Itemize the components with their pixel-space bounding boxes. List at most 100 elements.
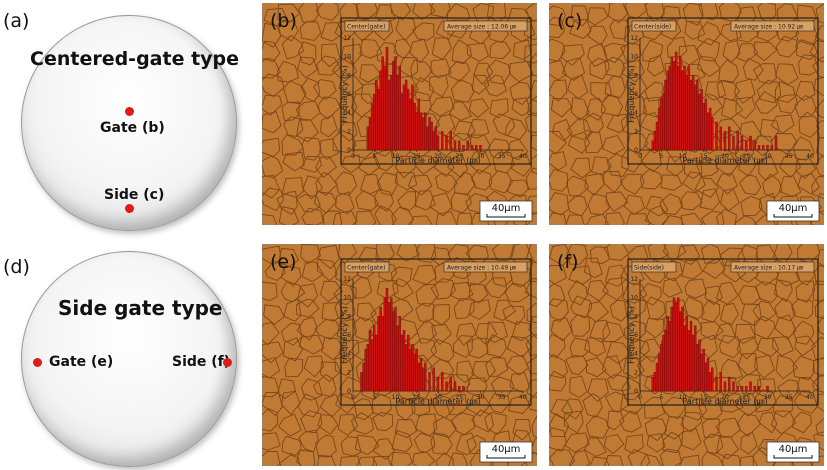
- histogram-bar: [689, 79, 693, 151]
- y-tick-label: 0: [347, 147, 351, 154]
- histogram-bar: [375, 79, 378, 151]
- histogram-bar: [711, 367, 714, 392]
- scale-bar-box: [479, 200, 533, 222]
- histogram-frame: [627, 17, 819, 165]
- histogram-bar: [366, 126, 370, 151]
- gate-label-b: Gate (b): [100, 120, 165, 136]
- histogram-bar: [370, 339, 374, 392]
- scale-bar-label: 40μm: [779, 444, 808, 455]
- histogram-bar: [445, 135, 448, 151]
- legend-label: Center(side): [634, 24, 671, 31]
- histogram-bar: [441, 131, 444, 151]
- histogram-bar: [653, 131, 657, 151]
- x-tick-label: 0: [638, 394, 642, 401]
- x-tick-label: 5: [372, 394, 376, 401]
- histogram-bar: [685, 316, 688, 392]
- histogram-bar: [655, 121, 659, 151]
- histogram-bar: [434, 126, 438, 151]
- gate-point-b: [125, 107, 134, 116]
- x-tick-label: 30: [764, 394, 772, 401]
- x-tick-label: 40: [519, 153, 527, 160]
- x-tick-label: 0: [351, 153, 355, 160]
- y-tick-label: 8: [634, 72, 638, 79]
- x-tick-label: 0: [351, 394, 355, 401]
- legend-label: Center(gate): [347, 24, 385, 31]
- histogram-bar: [417, 362, 421, 392]
- histogram-bar: [668, 320, 671, 392]
- y-tick-label: 10: [343, 54, 351, 61]
- x-tick-label: 0: [638, 153, 642, 160]
- y-tick-label: 12: [630, 35, 638, 42]
- histogram-bar: [711, 117, 714, 151]
- panel-label-e: (e): [270, 251, 297, 273]
- histogram-bar: [732, 381, 735, 392]
- x-tick-label: 20: [721, 394, 729, 401]
- histogram-bar: [392, 61, 395, 151]
- average-size-label: Average size : 12.06 ㎛: [447, 24, 516, 32]
- histogram-bar: [436, 376, 440, 392]
- histogram-bar: [462, 386, 465, 392]
- histogram-bar: [774, 135, 778, 151]
- histogram-bar: [736, 131, 739, 151]
- histogram-bar: [383, 65, 387, 151]
- x-tick-label: 30: [477, 153, 485, 160]
- histogram-bar: [674, 51, 678, 151]
- x-tick-label: 10: [392, 153, 400, 160]
- histogram-bar: [421, 367, 425, 392]
- x-axis-label: Particle diameter (㎛): [682, 156, 767, 166]
- histogram-bar: [651, 140, 654, 151]
- scale-bar-box: [766, 441, 820, 463]
- average-size-box: [730, 261, 815, 273]
- y-tick-label: 10: [630, 54, 638, 61]
- average-size-box: [443, 261, 528, 273]
- x-tick-label: 35: [498, 153, 506, 160]
- histogram-bar: [381, 316, 384, 392]
- histogram-bar: [749, 381, 752, 392]
- histogram-bar: [466, 140, 469, 151]
- scale-bar-box: [766, 200, 820, 222]
- histogram-bar: [668, 65, 671, 151]
- y-axis-label: Frequency (%): [340, 306, 349, 364]
- histogram-bar: [470, 145, 474, 151]
- x-tick-label: 40: [519, 394, 527, 401]
- histogram-bar: [728, 376, 731, 392]
- histogram-bar: [394, 56, 397, 151]
- histogram-bar: [657, 107, 661, 151]
- y-tick-label: 12: [343, 35, 351, 42]
- histogram-bar: [700, 89, 703, 151]
- y-tick-label: 6: [347, 91, 351, 98]
- x-tick-label: 25: [455, 153, 463, 160]
- histogram-bar: [683, 65, 686, 151]
- histogram-bar: [679, 311, 682, 392]
- histogram-bar: [660, 344, 663, 392]
- histogram-bar: [381, 56, 384, 151]
- histogram-bar: [445, 381, 448, 392]
- histogram-bar: [740, 386, 744, 392]
- x-tick-label: 5: [659, 153, 663, 160]
- panel-label-a: (a): [3, 10, 30, 32]
- histogram-bar: [715, 121, 718, 151]
- y-tick-label: 2: [634, 128, 638, 135]
- histogram-bar: [745, 140, 748, 151]
- y-tick-label: 6: [634, 91, 638, 98]
- histogram-bar: [694, 325, 697, 392]
- histogram-bar: [368, 330, 372, 392]
- y-tick-label: 8: [634, 313, 638, 320]
- histogram-bar: [664, 330, 667, 392]
- histogram-bar: [700, 353, 703, 392]
- x-tick-label: 20: [434, 153, 442, 160]
- histogram-bar: [672, 61, 676, 151]
- diagram-title-side: Side gate type: [58, 296, 223, 320]
- x-tick-label: 25: [742, 153, 750, 160]
- histogram-bar: [411, 344, 414, 392]
- histogram-bar: [662, 93, 665, 151]
- histogram-bar: [449, 376, 452, 392]
- scale-bar-label: 40μm: [492, 203, 521, 214]
- histogram-bar: [745, 386, 748, 392]
- histogram-bar: [715, 376, 718, 392]
- histogram-bar: [685, 75, 688, 151]
- histogram-bar: [373, 325, 376, 392]
- histogram-bar: [428, 117, 431, 151]
- legend-box: [631, 20, 677, 32]
- histogram-bar: [428, 372, 431, 392]
